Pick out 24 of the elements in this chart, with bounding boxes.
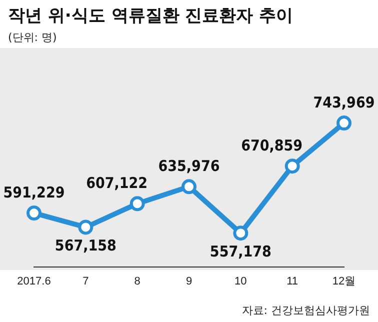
x-tick-label: 7 bbox=[82, 275, 89, 288]
point bbox=[130, 196, 145, 212]
x-tick-label: 10 bbox=[234, 275, 247, 288]
point bbox=[233, 226, 248, 241]
point bbox=[336, 116, 352, 131]
x-tick-label: 9 bbox=[186, 275, 192, 288]
data-label: 557,178 bbox=[210, 242, 272, 260]
chart-title: 작년 위·식도 역류질환 진료환자 추이 bbox=[8, 5, 294, 27]
x-tick-label: 12월 bbox=[332, 275, 356, 288]
data-label: 591,229 bbox=[3, 183, 65, 202]
point bbox=[284, 158, 300, 174]
point bbox=[26, 206, 42, 221]
data-label: 607,122 bbox=[86, 174, 148, 192]
text: 자료: 건강보험심사평가원 bbox=[242, 303, 370, 318]
point bbox=[78, 220, 94, 235]
data-label: 743,969 bbox=[313, 93, 375, 112]
point bbox=[182, 179, 196, 194]
data-label: 567,158 bbox=[54, 236, 116, 255]
x-tick-label: 2017.6 bbox=[17, 275, 51, 288]
chart-subtitle: (단위: 명) bbox=[8, 30, 57, 45]
data-label: 670,859 bbox=[241, 136, 303, 154]
x-tick-label: 8 bbox=[134, 275, 140, 288]
data-label: 635,976 bbox=[158, 157, 220, 176]
x-tick-label: 11 bbox=[286, 275, 298, 288]
